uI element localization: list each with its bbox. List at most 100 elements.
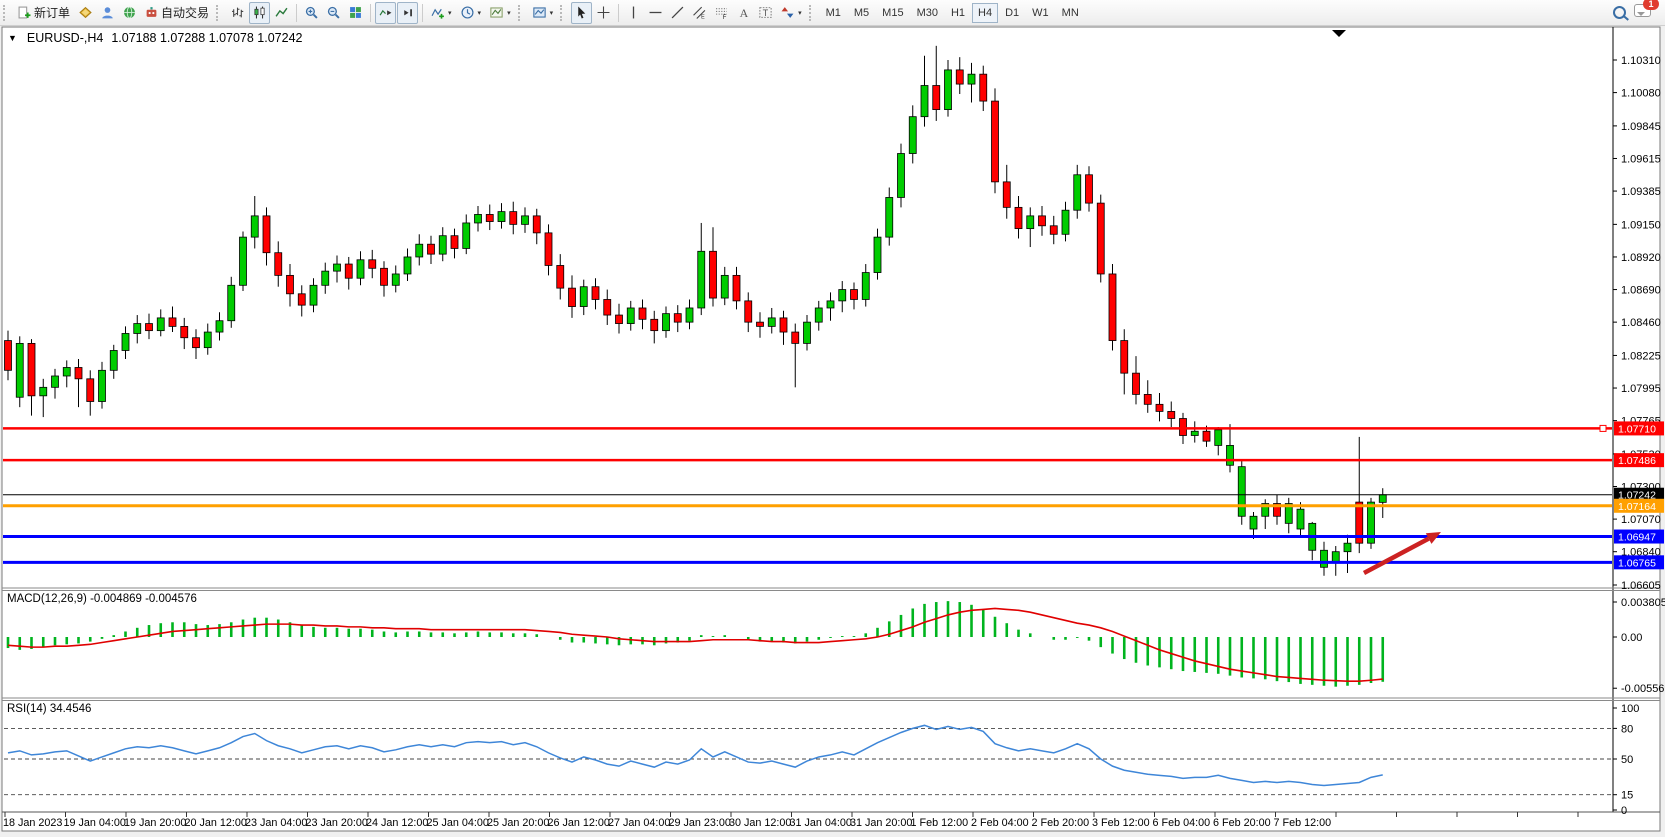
- notifications-button[interactable]: 1: [1634, 0, 1659, 22]
- equidistant-channel-button[interactable]: E: [689, 2, 710, 24]
- candle: [391, 273, 400, 286]
- candle: [850, 289, 858, 300]
- zoom-in-button[interactable]: [301, 2, 322, 24]
- toolbar-grip[interactable]: [3, 4, 9, 21]
- line-chart-button[interactable]: [271, 2, 292, 24]
- market-button[interactable]: [119, 2, 140, 24]
- toolbar-grip[interactable]: [216, 4, 222, 21]
- candle: [1049, 225, 1058, 235]
- profiles-button[interactable]: ▾: [529, 2, 558, 24]
- toolbar-grip[interactable]: [808, 4, 815, 21]
- chart-shift-button[interactable]: [397, 1, 419, 24]
- candle: [779, 317, 788, 333]
- candle: [1143, 394, 1152, 405]
- candle: [1296, 508, 1305, 530]
- candle: [1096, 202, 1105, 275]
- horizontal-level-line[interactable]: [3, 487, 1664, 502]
- time-axis-label: 6 Feb 04:00: [1153, 817, 1211, 829]
- toolbar-grip[interactable]: [517, 4, 524, 21]
- horizontal-level-line[interactable]: [3, 498, 1664, 513]
- candle: [556, 265, 565, 289]
- cursor-arrow-icon: [578, 6, 586, 19]
- indicators-button[interactable]: ▾: [427, 2, 456, 24]
- candle: [380, 267, 388, 286]
- time-axis-label: 23 Jan 20:00: [306, 817, 368, 829]
- timeframe-m1-button[interactable]: M1: [820, 3, 847, 23]
- text-label-icon: T: [759, 7, 772, 18]
- horizontal-level-line[interactable]: [3, 555, 1664, 570]
- tile-windows-button[interactable]: [345, 2, 366, 24]
- candle: [861, 272, 870, 300]
- timeframe-d1-button[interactable]: D1: [999, 3, 1025, 23]
- candle: [908, 116, 917, 154]
- candle: [39, 386, 48, 397]
- horizontal-line-button[interactable]: [645, 2, 666, 24]
- candle: [180, 325, 189, 339]
- timeframe-m30-button[interactable]: M30: [911, 3, 944, 23]
- fibonacci-button[interactable]: F: [711, 2, 732, 24]
- candle: [133, 323, 142, 334]
- candle: [955, 69, 964, 85]
- candle: [239, 236, 247, 286]
- candle: [756, 321, 764, 327]
- timeframe-h1-button[interactable]: H1: [945, 3, 971, 23]
- timeframe-m15-button[interactable]: M15: [876, 3, 909, 23]
- periods-button[interactable]: ▾: [457, 2, 486, 24]
- timeframe-m5-button[interactable]: M5: [848, 3, 875, 23]
- candle: [462, 222, 471, 249]
- auto-scroll-button[interactable]: [375, 1, 397, 24]
- toolbar-grip[interactable]: [560, 4, 566, 21]
- trendline-button[interactable]: [667, 2, 688, 24]
- candle: [932, 85, 941, 110]
- candle: [650, 318, 659, 332]
- chart-dropdown-icon[interactable]: ▼: [8, 33, 17, 43]
- rsi-line: [7, 724, 1383, 787]
- timeframe-h4-button[interactable]: H4: [972, 2, 999, 23]
- price-level-badge: [1614, 529, 1664, 544]
- text-label-button[interactable]: T: [755, 2, 776, 24]
- community-button[interactable]: [97, 2, 118, 24]
- candle: [1202, 430, 1211, 442]
- time-axis-label: 20 Jan 12:00: [185, 817, 247, 829]
- arrows-button[interactable]: ▾: [777, 2, 806, 24]
- crosshair-button[interactable]: [593, 2, 614, 24]
- timeframe-w1-button[interactable]: W1: [1026, 3, 1055, 23]
- price-chart[interactable]: 1.10310 1.10080 1.09845 1.09615 1.09385 1.091…: [0, 26, 1665, 837]
- candle: [1273, 503, 1281, 517]
- scroll-marker-icon[interactable]: [1332, 30, 1346, 37]
- crosshair-icon: [597, 6, 610, 19]
- channel-icon: E: [693, 6, 706, 19]
- new-order-button[interactable]: 新订单: [14, 2, 74, 24]
- auto-trading-label: 自动交易: [161, 6, 210, 20]
- candle: [967, 73, 976, 85]
- toolbar: 新订单 自动交易 ▾ ▾: [0, 0, 1665, 26]
- candle: [803, 321, 811, 344]
- templates-button[interactable]: ▾: [486, 2, 515, 24]
- cursor-button[interactable]: [571, 1, 593, 24]
- candle: [579, 286, 588, 307]
- zoom-out-button[interactable]: [323, 2, 344, 24]
- candle: [838, 289, 847, 302]
- time-axis-label: 25 Jan 04:00: [427, 817, 489, 829]
- candle: [1214, 429, 1223, 446]
- text-button[interactable]: A: [733, 2, 754, 24]
- auto-trading-button[interactable]: 自动交易: [141, 2, 213, 24]
- candle: [321, 270, 330, 286]
- candle: [156, 317, 165, 332]
- vertical-line-button[interactable]: [623, 2, 644, 24]
- horizontal-level-line[interactable]: [3, 529, 1664, 544]
- horizontal-level-line[interactable]: [3, 453, 1664, 468]
- trend-arrow-annotation[interactable]: [1362, 532, 1441, 575]
- search-icon[interactable]: [1613, 6, 1626, 19]
- price-axis-label: 1.08690: [1621, 285, 1661, 297]
- price-axis-label: 1.09385: [1621, 186, 1661, 198]
- candlestick-chart-button[interactable]: [249, 1, 271, 24]
- line-drag-handle[interactable]: [1599, 424, 1607, 432]
- time-axis-label: 19 Jan 04:00: [64, 817, 126, 829]
- timeframe-mn-button[interactable]: MN: [1056, 3, 1085, 23]
- horizontal-level-line[interactable]: [3, 421, 1664, 436]
- candle: [121, 333, 130, 351]
- bar-chart-button[interactable]: [227, 2, 248, 24]
- time-axis-label: 30 Jan 12:00: [729, 817, 791, 829]
- gold-button[interactable]: [75, 2, 96, 24]
